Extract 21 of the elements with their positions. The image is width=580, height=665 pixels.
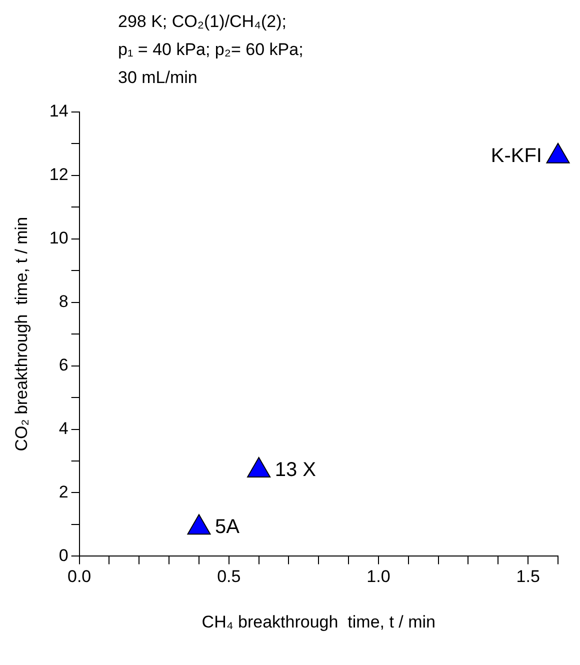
point [546,142,570,164]
x-axis-title: CH₄ breakthrough time, t / min [202,612,436,632]
y-tick-label: 14 [49,102,68,121]
y-tick-label: 8 [58,292,68,312]
x-tick-label: 1.0 [366,567,390,586]
x-tick-label: 0.5 [217,567,241,586]
point [187,514,211,535]
annotation: 5A [214,516,240,538]
y-tick-label: 4 [58,418,68,438]
x-tick-label: 0.0 [67,567,92,586]
chart-title: 298 K; CO₂(1)/CH₄(2); p₁ = 40 kPa; p₂= 60 kPa; 30 mL/min [117,11,304,89]
annotation: K-KFI [490,144,542,167]
x-tick-label: 1.5 [516,567,540,586]
y-axis-title: CO₂ breakthrough time, t / min [12,216,31,452]
y-tick-label: 6 [58,356,68,375]
y-tick-label: 0 [58,546,68,565]
y-tick-label: 10 [49,228,68,248]
annotation: 13 X [274,459,316,482]
y-tick-label: 12 [49,165,68,184]
y-tick-label: 2 [58,482,68,502]
point [247,457,271,478]
